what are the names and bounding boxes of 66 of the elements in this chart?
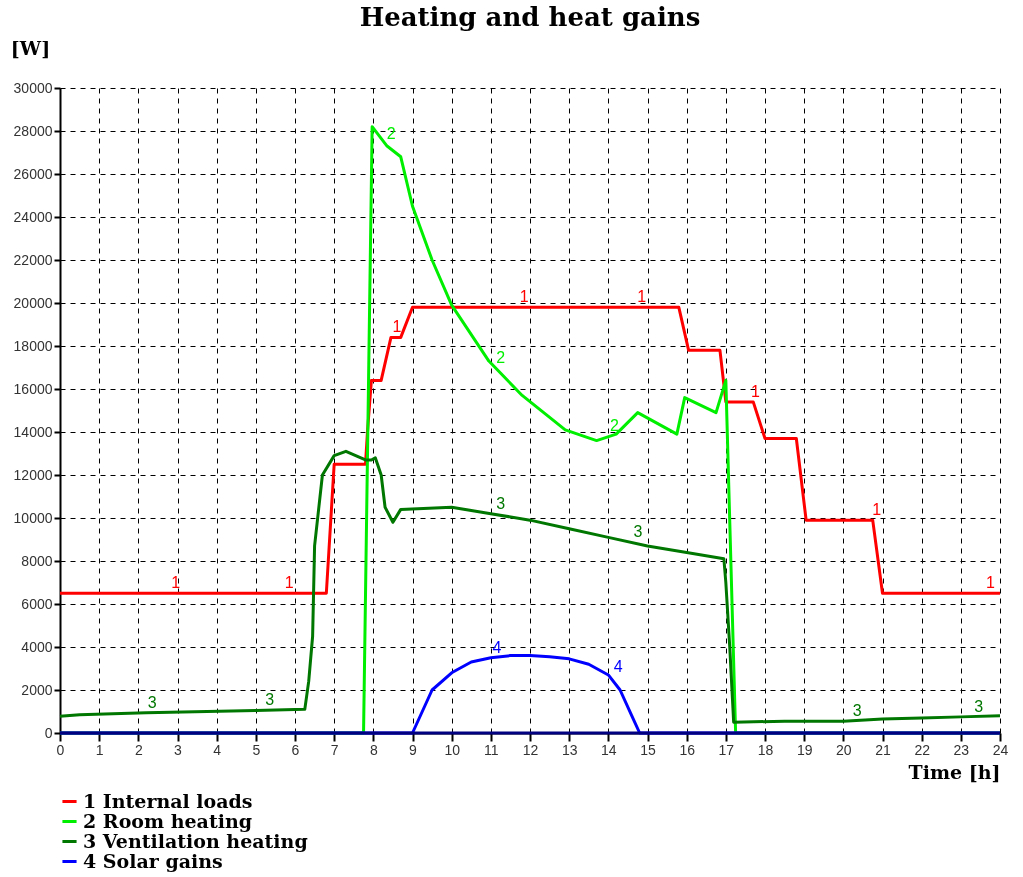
annotation: 4 <box>613 658 623 676</box>
y-tick-label: 18000 <box>13 337 53 354</box>
x-tick-label: 5 <box>252 741 261 758</box>
y-tick-label: 22000 <box>13 251 53 268</box>
x-tick-label: 14 <box>601 741 617 758</box>
y-tick-label: 24000 <box>13 208 53 225</box>
y-tick-label: 16000 <box>13 380 53 397</box>
x-tick-label: 17 <box>718 741 735 758</box>
x-tick-label: 20 <box>836 741 852 758</box>
y-tick-label: 26000 <box>13 165 53 182</box>
x-tick-label: 1 <box>95 741 104 758</box>
legend-label: 4 Solar gains <box>83 849 223 872</box>
y-tick-label: 12000 <box>13 466 53 483</box>
y-tick-label: 20000 <box>13 294 53 311</box>
y-tick-label: 30000 <box>13 79 53 96</box>
x-tick-label: 4 <box>213 741 222 758</box>
annotation: 1 <box>519 288 529 306</box>
x-tick-label: 9 <box>409 741 418 758</box>
y-tick-label: 0 <box>44 724 53 741</box>
x-tick-label: 0 <box>56 741 65 758</box>
y-tick-label: 2000 <box>21 681 53 698</box>
x-tick-label: 24 <box>992 741 1009 758</box>
x-tick-label: 23 <box>953 741 970 758</box>
x-tick-label: 18 <box>757 741 774 758</box>
x-tick-label: 21 <box>875 741 891 758</box>
x-tick-label: 8 <box>369 741 378 758</box>
annotation: 3 <box>147 693 157 711</box>
annotation: 2 <box>496 348 506 366</box>
annotation: 1 <box>171 574 181 592</box>
legend-label: 2 Room heating <box>83 809 252 832</box>
annotation: 1 <box>750 382 760 400</box>
chart-title: Heating and heat gains <box>359 2 701 32</box>
annotation: 4 <box>492 638 502 656</box>
x-tick-label: 12 <box>522 741 539 758</box>
x-tick-label: 10 <box>444 741 461 758</box>
y-axis-title: [W] <box>10 36 51 59</box>
annotation: 1 <box>872 501 882 519</box>
y-tick-label: 8000 <box>21 552 53 569</box>
annotation: 3 <box>496 494 506 512</box>
x-tick-label: 16 <box>679 741 696 758</box>
annotation: 1 <box>985 574 995 592</box>
x-tick-label: 7 <box>330 741 339 758</box>
x-tick-label: 22 <box>914 741 931 758</box>
annotation: 1 <box>284 574 294 592</box>
legend-label: 1 Internal loads <box>83 789 253 812</box>
y-tick-label: 6000 <box>21 595 53 612</box>
y-tick-label: 14000 <box>13 423 53 440</box>
x-tick-label: 19 <box>796 741 813 758</box>
annotation: 2 <box>386 124 396 142</box>
annotation: 1 <box>392 318 402 336</box>
x-tick-label: 2 <box>134 741 143 758</box>
x-axis-title: Time [h] <box>908 760 1001 783</box>
x-tick-label: 6 <box>291 741 300 758</box>
annotation: 1 <box>637 288 647 306</box>
x-tick-label: 11 <box>484 741 499 758</box>
y-tick-label: 10000 <box>13 509 53 526</box>
annotation: 2 <box>609 417 619 435</box>
x-tick-label: 15 <box>640 741 656 758</box>
x-tick-label: 3 <box>174 741 183 758</box>
annotation: 3 <box>852 702 862 720</box>
x-tick-label: 13 <box>561 741 578 758</box>
y-tick-label: 28000 <box>13 122 53 139</box>
annotation: 3 <box>633 522 643 540</box>
y-tick-label: 4000 <box>21 638 53 655</box>
annotation: 3 <box>974 697 984 715</box>
annotation: 3 <box>265 691 275 709</box>
